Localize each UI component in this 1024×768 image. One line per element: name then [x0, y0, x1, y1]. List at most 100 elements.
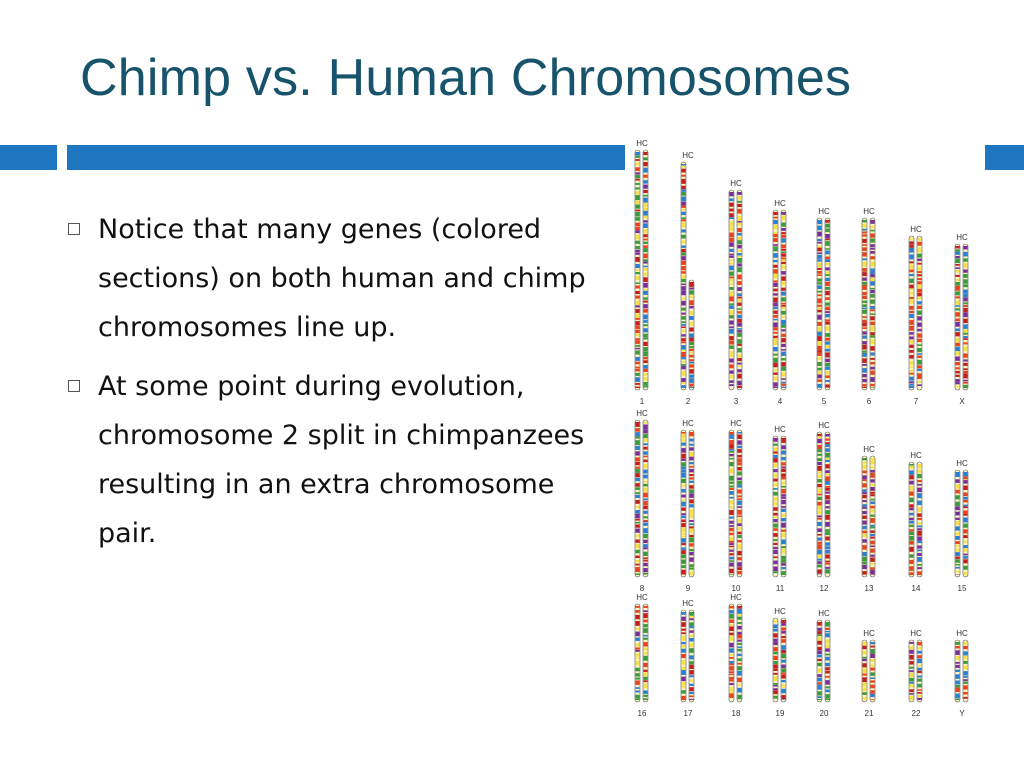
gene-band — [737, 639, 742, 642]
gene-band — [643, 683, 648, 689]
gene-band — [729, 384, 734, 387]
gene-band — [917, 683, 922, 688]
gene-band — [737, 302, 742, 306]
gene-band — [870, 306, 875, 310]
gene-band — [729, 259, 734, 262]
gene-band — [729, 287, 734, 290]
gene-band — [737, 687, 742, 693]
gene-band — [729, 536, 734, 541]
gene-band — [817, 677, 822, 682]
gene-band — [870, 693, 875, 698]
gene-band — [729, 283, 734, 285]
gene-band — [825, 319, 830, 322]
gene-band — [870, 567, 875, 570]
gene-band — [681, 168, 686, 173]
gene-band — [817, 640, 822, 645]
gene-band — [825, 510, 830, 515]
gene-band — [681, 201, 686, 206]
gene-band — [681, 283, 686, 286]
gene-band — [963, 553, 968, 556]
gene-band — [870, 352, 875, 356]
gene-band — [817, 674, 822, 677]
gene-band — [955, 249, 960, 252]
pair-label: HC — [956, 459, 968, 468]
gene-band — [955, 552, 960, 557]
gene-band — [773, 224, 778, 230]
gene-band — [643, 680, 648, 683]
gene-band — [773, 519, 778, 523]
gene-band — [729, 562, 734, 567]
gene-band — [689, 282, 694, 287]
gene-band — [955, 642, 960, 645]
gene-band — [635, 272, 640, 275]
gene-band — [643, 215, 648, 219]
gene-band — [781, 381, 786, 384]
gene-band — [862, 525, 867, 530]
gene-band — [955, 255, 960, 259]
gene-band — [862, 384, 867, 387]
gene-band — [781, 513, 786, 518]
gene-band — [635, 528, 640, 533]
gene-band — [729, 682, 734, 686]
gene-band — [917, 655, 922, 659]
gene-band — [870, 509, 875, 513]
square-bullet-icon — [68, 223, 80, 235]
gene-band — [963, 332, 968, 335]
gene-band — [689, 387, 694, 388]
gene-band — [643, 483, 648, 487]
gene-band — [643, 220, 648, 223]
gene-band — [917, 301, 922, 305]
gene-band — [955, 385, 960, 388]
gene-band — [689, 630, 694, 633]
gene-band — [689, 548, 694, 552]
gene-band — [817, 691, 822, 696]
gene-band — [909, 554, 914, 558]
gene-band — [781, 623, 786, 626]
gene-band — [862, 268, 867, 272]
gene-band — [643, 300, 648, 303]
gene-band — [689, 443, 694, 446]
gene-band — [681, 494, 686, 498]
gene-band — [737, 509, 742, 515]
chromosome-pair: HC 13 — [861, 445, 876, 593]
gene-band — [909, 497, 914, 503]
gene-band — [825, 223, 830, 228]
gene-band — [963, 338, 968, 340]
gene-band — [635, 457, 640, 462]
gene-band — [825, 485, 830, 488]
gene-band — [917, 344, 922, 347]
chromosome-pair: HC 12 — [816, 421, 831, 593]
gene-band — [955, 370, 960, 374]
chromosome-number: 21 — [865, 709, 874, 718]
pair-label: HC — [818, 609, 830, 618]
pair-label: HC — [682, 151, 694, 160]
gene-band — [729, 687, 734, 692]
gene-band — [781, 481, 786, 485]
gene-band — [963, 685, 968, 690]
gene-band — [955, 321, 960, 327]
gene-band — [643, 451, 648, 455]
gene-band — [681, 488, 686, 493]
gene-band — [773, 212, 778, 216]
gene-band — [817, 241, 822, 244]
gene-band — [955, 246, 960, 249]
gene-band — [689, 698, 694, 700]
gene-band — [862, 515, 867, 519]
gene-band — [817, 501, 822, 506]
gene-band — [862, 552, 867, 557]
gene-band — [635, 175, 640, 179]
gene-band — [862, 475, 867, 480]
gene-band — [825, 648, 830, 652]
gene-band — [781, 310, 786, 315]
gene-band — [817, 294, 822, 297]
gene-band — [870, 677, 875, 680]
gene-band — [729, 568, 734, 574]
gene-band — [909, 244, 914, 248]
gene-band — [635, 246, 640, 250]
gene-band — [862, 677, 867, 683]
gene-band — [729, 208, 734, 212]
gene-band — [689, 643, 694, 648]
gene-band — [643, 351, 648, 357]
gene-band — [963, 258, 968, 262]
gene-band — [729, 457, 734, 460]
